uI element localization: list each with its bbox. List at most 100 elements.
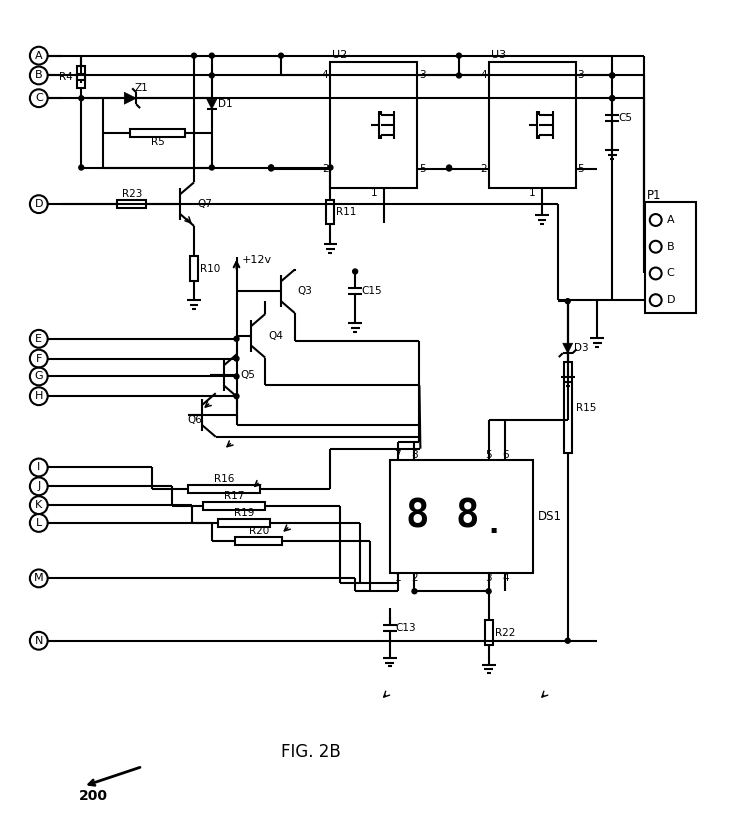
Circle shape bbox=[456, 73, 461, 78]
Circle shape bbox=[79, 165, 84, 170]
Bar bbox=[77, 74, 85, 80]
Text: +12v: +12v bbox=[241, 255, 272, 265]
Text: R23: R23 bbox=[121, 190, 142, 200]
Text: Q6: Q6 bbox=[187, 415, 202, 425]
Circle shape bbox=[609, 73, 615, 78]
Text: R19: R19 bbox=[234, 508, 254, 518]
Bar bbox=[489, 62, 576, 189]
Bar bbox=[203, 502, 265, 510]
Circle shape bbox=[234, 374, 239, 379]
Text: R20: R20 bbox=[249, 526, 269, 536]
Polygon shape bbox=[563, 343, 573, 353]
Text: 8: 8 bbox=[411, 449, 418, 459]
Text: I: I bbox=[37, 463, 40, 473]
Circle shape bbox=[353, 269, 358, 274]
Polygon shape bbox=[207, 99, 216, 109]
Text: 2: 2 bbox=[411, 574, 418, 584]
Circle shape bbox=[328, 165, 333, 170]
Circle shape bbox=[447, 165, 452, 170]
Text: U3: U3 bbox=[491, 49, 506, 59]
Bar bbox=[130, 129, 185, 137]
Text: G: G bbox=[35, 372, 43, 382]
Bar bbox=[77, 66, 85, 88]
Bar bbox=[117, 200, 146, 208]
Bar bbox=[485, 620, 492, 645]
Text: R22: R22 bbox=[495, 628, 515, 638]
Circle shape bbox=[269, 166, 274, 171]
Text: Z1: Z1 bbox=[134, 84, 148, 94]
Text: 3: 3 bbox=[578, 70, 584, 80]
Text: 5: 5 bbox=[578, 164, 584, 174]
Text: U2: U2 bbox=[333, 49, 347, 59]
Bar bbox=[218, 519, 270, 527]
Text: F: F bbox=[35, 353, 42, 363]
Text: Q3: Q3 bbox=[298, 286, 313, 296]
Text: 5: 5 bbox=[485, 449, 492, 459]
Text: M: M bbox=[34, 574, 43, 584]
Text: 6: 6 bbox=[502, 449, 509, 459]
Circle shape bbox=[209, 73, 214, 78]
Text: A: A bbox=[667, 215, 674, 225]
Text: K: K bbox=[35, 500, 43, 510]
Text: R5: R5 bbox=[151, 137, 164, 147]
Circle shape bbox=[269, 165, 274, 170]
Circle shape bbox=[191, 53, 197, 58]
Text: D3: D3 bbox=[573, 343, 588, 353]
Bar bbox=[188, 485, 260, 493]
Text: A: A bbox=[35, 51, 43, 61]
Text: 3: 3 bbox=[485, 574, 492, 584]
Text: 1: 1 bbox=[371, 188, 378, 198]
Circle shape bbox=[609, 96, 615, 101]
Text: C13: C13 bbox=[396, 623, 417, 633]
Text: D1: D1 bbox=[218, 99, 233, 109]
Bar bbox=[236, 537, 282, 544]
Circle shape bbox=[234, 356, 239, 361]
Text: 1: 1 bbox=[528, 188, 535, 198]
Bar bbox=[645, 202, 696, 313]
Text: Q4: Q4 bbox=[268, 331, 283, 341]
Circle shape bbox=[278, 53, 283, 58]
Text: 4: 4 bbox=[480, 70, 486, 80]
Circle shape bbox=[209, 165, 214, 170]
Text: 4: 4 bbox=[322, 70, 328, 80]
Text: D: D bbox=[35, 200, 43, 209]
Text: C5: C5 bbox=[618, 113, 632, 123]
Text: 2: 2 bbox=[322, 164, 328, 174]
Text: 1: 1 bbox=[394, 574, 401, 584]
Text: C15: C15 bbox=[361, 286, 382, 296]
Circle shape bbox=[234, 337, 239, 342]
Text: 5: 5 bbox=[420, 164, 426, 174]
Polygon shape bbox=[124, 93, 136, 104]
Text: .: . bbox=[484, 510, 503, 539]
Bar bbox=[330, 62, 417, 189]
Text: R17: R17 bbox=[224, 491, 244, 501]
Bar bbox=[327, 200, 334, 225]
Text: R15: R15 bbox=[576, 402, 596, 412]
Text: B: B bbox=[667, 241, 674, 251]
Text: 200: 200 bbox=[79, 789, 107, 803]
Circle shape bbox=[609, 73, 615, 78]
Text: P1: P1 bbox=[647, 189, 662, 202]
Text: E: E bbox=[35, 334, 42, 344]
Circle shape bbox=[609, 96, 615, 101]
Circle shape bbox=[456, 53, 461, 58]
Text: Q5: Q5 bbox=[241, 371, 255, 381]
Text: 2: 2 bbox=[480, 164, 486, 174]
Text: N: N bbox=[35, 635, 43, 645]
Text: R10: R10 bbox=[200, 264, 220, 274]
Text: D: D bbox=[667, 296, 675, 305]
Text: J: J bbox=[37, 481, 40, 491]
Circle shape bbox=[486, 589, 491, 594]
Bar bbox=[190, 256, 198, 281]
Circle shape bbox=[412, 589, 417, 594]
Circle shape bbox=[447, 166, 452, 171]
Text: 8: 8 bbox=[455, 498, 478, 535]
Text: 8: 8 bbox=[406, 498, 429, 535]
Text: 3: 3 bbox=[420, 70, 426, 80]
Text: B: B bbox=[35, 70, 43, 80]
Bar bbox=[390, 459, 533, 574]
Circle shape bbox=[79, 96, 84, 101]
Circle shape bbox=[269, 165, 274, 170]
Text: 7: 7 bbox=[394, 449, 401, 459]
Text: C: C bbox=[667, 268, 674, 278]
